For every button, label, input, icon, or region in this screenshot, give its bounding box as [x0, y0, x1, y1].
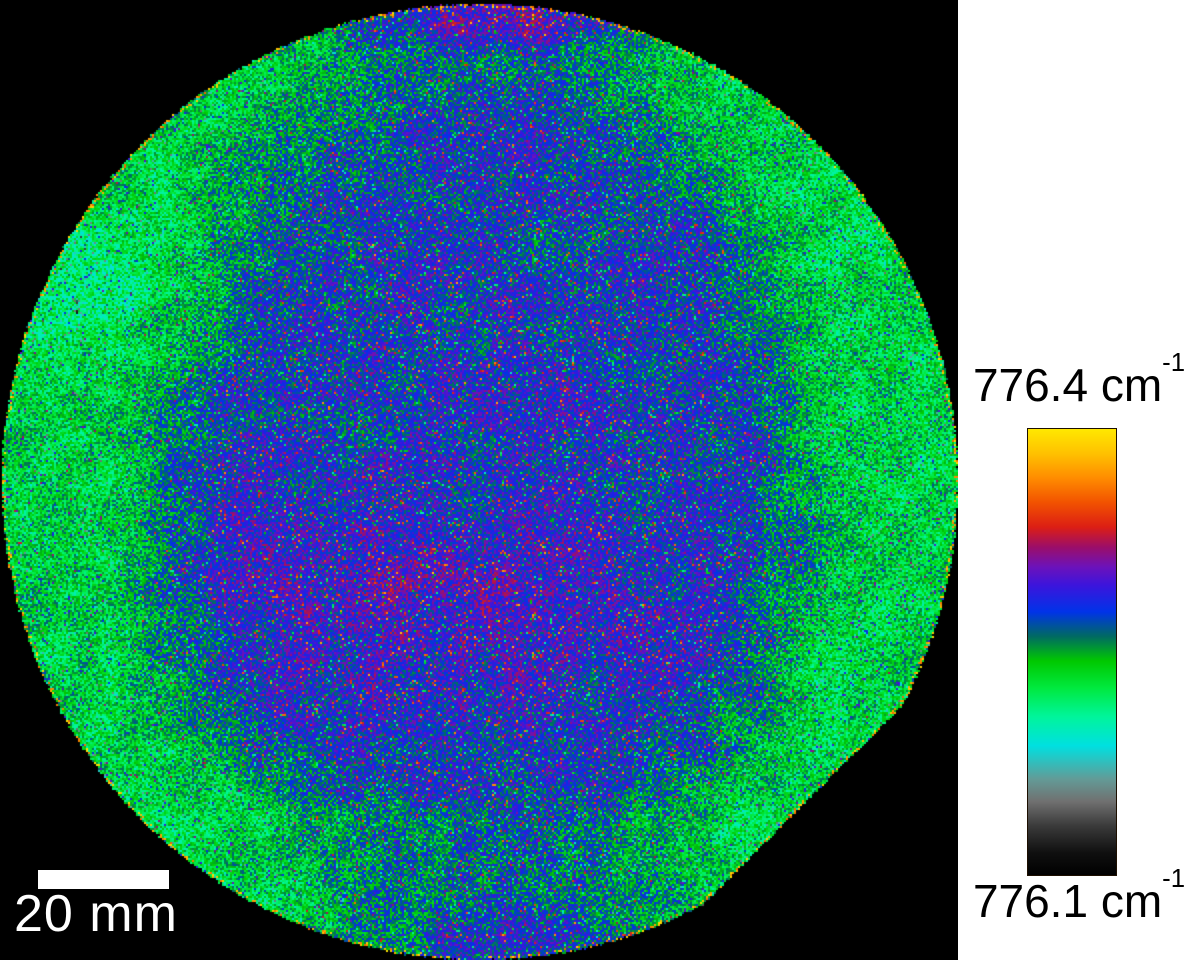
colorbar-min-label: 776.1 cm-1 [958, 866, 1200, 927]
wafer-heatmap-canvas [0, 0, 958, 960]
colorbar-min-exponent: -1 [1162, 865, 1186, 894]
colorbar-panel: 776.4 cm-1 776.1 cm-1 [958, 0, 1200, 960]
colorbar-min-value: 776.1 cm [972, 875, 1163, 927]
colorbar-max-value: 776.4 cm [972, 359, 1163, 411]
colorbar-max-exponent: -1 [1162, 349, 1186, 378]
colorbar-max-label: 776.4 cm-1 [958, 350, 1200, 411]
scale-bar-label: 20 mm [14, 885, 178, 943]
scale-bar-line [38, 870, 169, 889]
colorbar-gradient [1027, 428, 1117, 876]
